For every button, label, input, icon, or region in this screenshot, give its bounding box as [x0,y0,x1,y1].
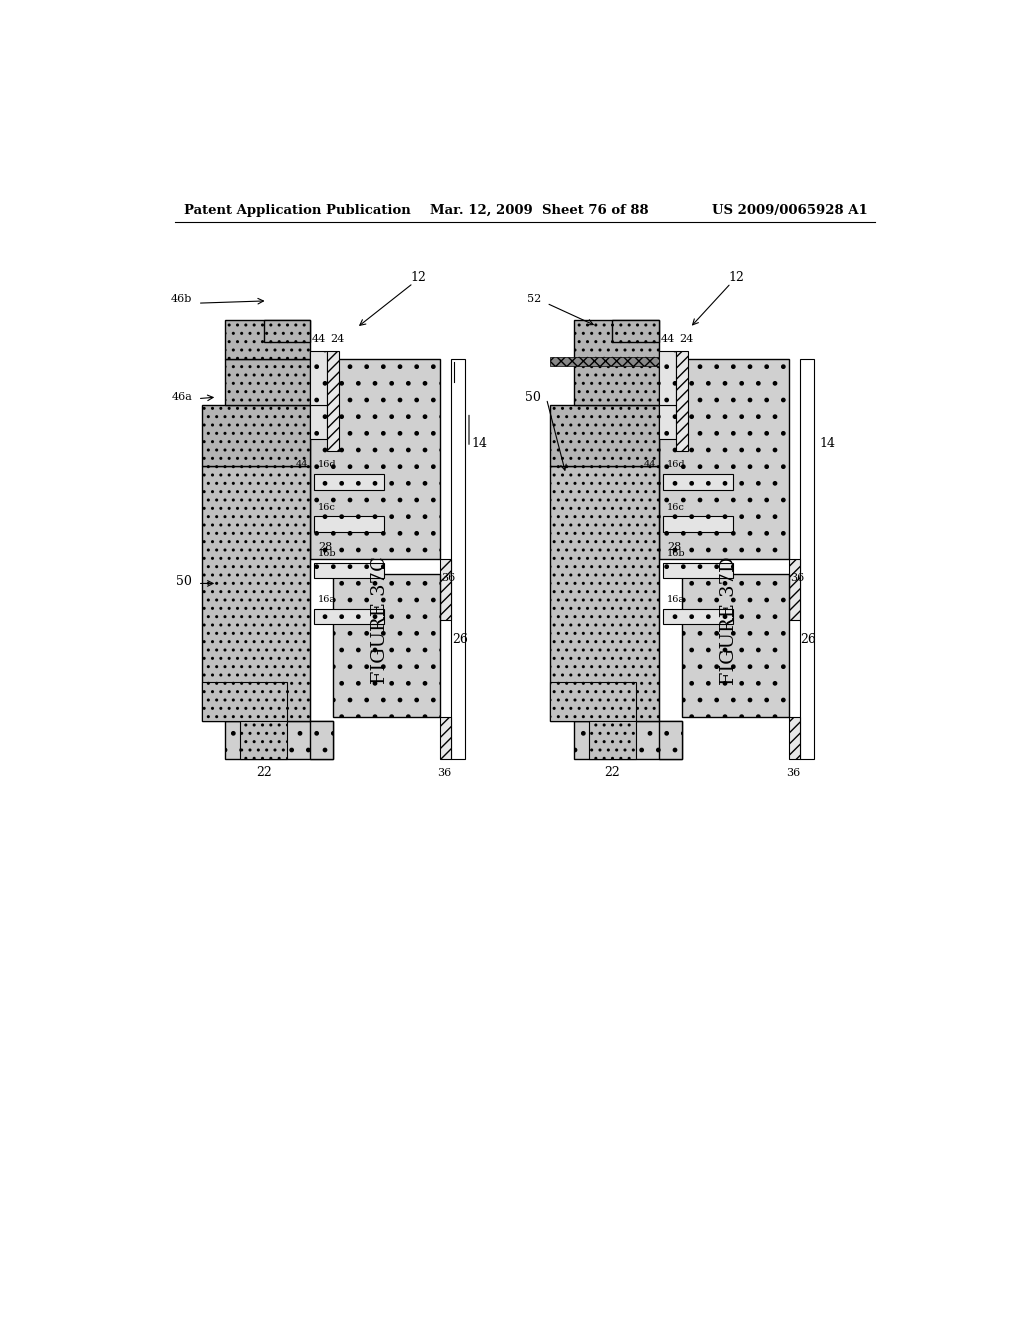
Bar [440,717,452,759]
Bar [790,717,800,759]
Bar [573,721,682,759]
Text: 24: 24 [330,334,344,345]
Bar [658,359,790,558]
Bar [550,358,658,367]
Bar [800,359,814,759]
Text: Patent Application Publication: Patent Application Publication [183,205,411,218]
Bar [202,682,287,721]
Bar [202,466,310,721]
Text: 36: 36 [437,768,452,777]
Bar [658,721,682,759]
Text: 44: 44 [660,334,675,345]
Bar [310,351,328,405]
Bar [202,405,310,466]
Text: FIGURE 37C: FIGURE 37C [371,557,389,684]
Text: 24: 24 [679,334,693,345]
Text: 46b: 46b [171,293,193,304]
Text: 26: 26 [801,634,816,647]
Text: 16b: 16b [317,549,337,558]
Text: 14: 14 [471,437,487,450]
Text: 28: 28 [668,543,682,552]
Bar [310,721,334,759]
Text: 16b: 16b [667,549,685,558]
Bar [452,359,465,759]
Text: 16a: 16a [317,595,336,605]
Text: 22: 22 [604,767,621,779]
Text: 28: 28 [318,543,333,552]
Bar [225,321,310,359]
Bar [573,359,658,405]
Text: 50: 50 [525,391,541,404]
Bar [658,351,676,405]
Bar [263,321,310,342]
Bar [612,321,658,342]
Text: 50: 50 [176,576,193,589]
Bar [550,405,658,466]
Bar [676,351,687,451]
Text: US 2009/0065928 A1: US 2009/0065928 A1 [713,205,868,218]
Text: 46a: 46a [171,392,193,403]
Text: 36: 36 [441,573,456,583]
Bar [550,682,636,721]
Text: 16c: 16c [317,503,336,512]
Text: 52: 52 [526,293,541,304]
Text: 12: 12 [728,271,744,284]
Bar [663,562,732,578]
Bar [328,351,339,451]
Bar [314,516,384,532]
Bar [314,474,384,490]
Text: 26: 26 [452,634,468,647]
Bar [440,558,452,620]
Bar [314,609,384,624]
Bar [682,574,790,717]
Text: 36: 36 [785,768,800,777]
Text: 12: 12 [411,271,427,284]
Bar [550,466,658,721]
Text: FIGURE 37D: FIGURE 37D [720,556,737,685]
Bar [658,405,676,440]
Bar [225,721,334,759]
Text: 16d: 16d [667,461,685,470]
Text: 44: 44 [644,461,656,470]
Bar [310,359,440,558]
Text: 16a: 16a [667,595,685,605]
Text: 16c: 16c [667,503,684,512]
Bar [663,474,732,490]
Bar [663,609,732,624]
Bar [314,562,384,578]
Text: 44: 44 [311,334,326,345]
Bar [573,321,658,359]
Text: 22: 22 [256,767,271,779]
Text: Mar. 12, 2009  Sheet 76 of 88: Mar. 12, 2009 Sheet 76 of 88 [430,205,649,218]
Text: 44: 44 [295,461,308,470]
Bar [663,516,732,532]
Bar [790,558,800,620]
Text: 36: 36 [790,573,804,583]
Bar [334,574,440,717]
Text: 16d: 16d [317,461,337,470]
Text: 14: 14 [820,437,836,450]
Bar [241,721,287,759]
Bar [310,405,328,440]
Bar [225,359,310,405]
Bar [589,721,636,759]
